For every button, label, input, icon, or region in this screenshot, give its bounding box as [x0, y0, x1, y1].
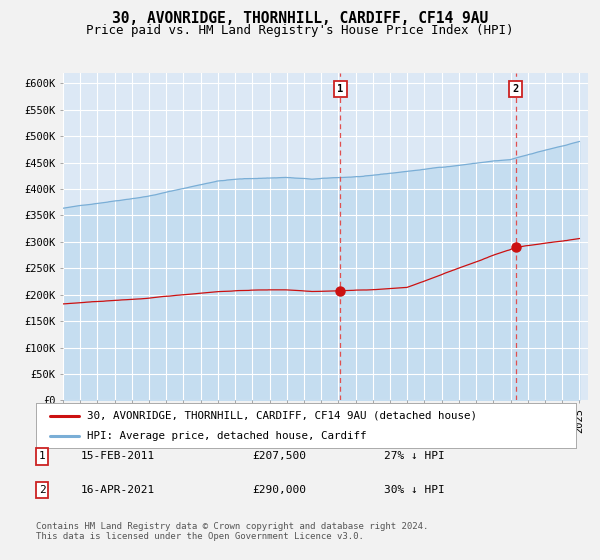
Text: 2: 2	[512, 83, 518, 94]
Text: 1: 1	[38, 451, 46, 461]
Text: 30, AVONRIDGE, THORNHILL, CARDIFF, CF14 9AU (detached house): 30, AVONRIDGE, THORNHILL, CARDIFF, CF14 …	[88, 410, 478, 421]
Text: HPI: Average price, detached house, Cardiff: HPI: Average price, detached house, Card…	[88, 431, 367, 441]
Text: £207,500: £207,500	[252, 451, 306, 461]
Text: 30, AVONRIDGE, THORNHILL, CARDIFF, CF14 9AU: 30, AVONRIDGE, THORNHILL, CARDIFF, CF14 …	[112, 11, 488, 26]
Text: 27% ↓ HPI: 27% ↓ HPI	[384, 451, 445, 461]
Text: 16-APR-2021: 16-APR-2021	[81, 485, 155, 495]
Text: Contains HM Land Registry data © Crown copyright and database right 2024.
This d: Contains HM Land Registry data © Crown c…	[36, 522, 428, 542]
Text: 1: 1	[337, 83, 344, 94]
Text: £290,000: £290,000	[252, 485, 306, 495]
Text: 15-FEB-2011: 15-FEB-2011	[81, 451, 155, 461]
Text: 2: 2	[38, 485, 46, 495]
Text: 30% ↓ HPI: 30% ↓ HPI	[384, 485, 445, 495]
Text: Price paid vs. HM Land Registry's House Price Index (HPI): Price paid vs. HM Land Registry's House …	[86, 24, 514, 36]
